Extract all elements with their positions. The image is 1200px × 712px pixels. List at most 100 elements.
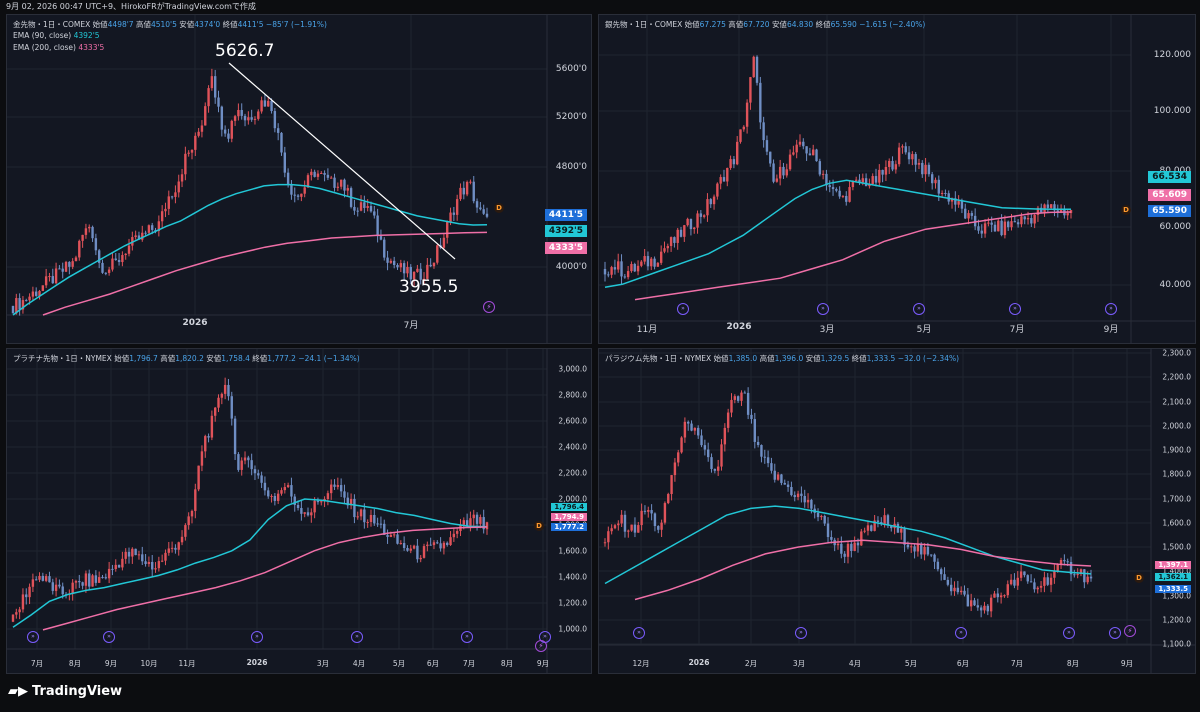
candle-body: [1053, 570, 1056, 578]
earnings-event-icon[interactable]: »: [913, 303, 925, 315]
earnings-event-icon[interactable]: »: [817, 303, 829, 315]
ema90-legend[interactable]: EMA (90, close) 4392'5: [13, 31, 100, 40]
candle-body: [439, 543, 442, 549]
earnings-event-icon[interactable]: »: [955, 627, 967, 639]
candle-body: [432, 542, 436, 546]
time-axis-label: 7月: [1010, 659, 1024, 668]
candle-body: [996, 593, 999, 598]
candle-body: [686, 218, 689, 226]
candle-body: [907, 152, 911, 160]
price-axis-label: 1,700.0: [1162, 494, 1191, 504]
earnings-event-icon[interactable]: »: [27, 631, 39, 643]
platinum-chart-plot[interactable]: [7, 349, 591, 673]
flash-event-icon[interactable]: ⚡: [1124, 625, 1136, 637]
palladium-chart-plot[interactable]: [599, 349, 1195, 673]
earnings-event-icon[interactable]: »: [633, 627, 645, 639]
candle-body: [58, 268, 61, 270]
candle-body: [874, 176, 878, 183]
tradingview-brand[interactable]: ▰▶ TradingView: [8, 684, 123, 699]
candle-body: [815, 149, 818, 162]
ema90-line[interactable]: [12, 183, 488, 316]
candle-body: [260, 100, 263, 112]
candle-body: [630, 524, 633, 531]
candle-body: [803, 495, 806, 503]
candle-body: [673, 237, 676, 243]
candle-body: [167, 196, 170, 209]
silver-chart-panel[interactable]: 銀先物・1日・COMEX 始値67.275 高値67.720 安値64.830 …: [598, 14, 1196, 344]
silver-chart-plot[interactable]: [599, 15, 1195, 343]
earnings-event-icon[interactable]: »: [103, 631, 115, 643]
ema200-line[interactable]: [42, 526, 488, 631]
candle-body: [1029, 581, 1033, 583]
candle-body: [184, 525, 187, 537]
candle-body: [436, 245, 439, 263]
candle-body: [462, 520, 465, 525]
candle-body: [881, 169, 884, 175]
dividend-marker-icon[interactable]: D: [1121, 205, 1131, 215]
gold-chart-panel[interactable]: 金先物・1日・COMEX 始値4498'7 高値4510'5 安値4374'0 …: [6, 14, 592, 344]
last-price-tag: 65.590: [1148, 205, 1191, 217]
ema90-line[interactable]: [12, 498, 488, 628]
candle-body: [81, 582, 84, 586]
candle-body: [28, 296, 31, 301]
flash-event-icon[interactable]: ⚡: [535, 640, 547, 652]
candle-body: [459, 187, 462, 200]
earnings-event-icon[interactable]: »: [1063, 627, 1075, 639]
candle-body: [993, 224, 997, 232]
time-axis-label: 9月: [104, 659, 118, 668]
time-axis-label: 11月: [636, 325, 658, 335]
candle-body: [409, 266, 412, 280]
candle-body: [363, 202, 366, 208]
ema90-line[interactable]: [604, 179, 1072, 289]
candle-body: [442, 237, 446, 248]
candle-body: [263, 482, 267, 491]
ema200-line[interactable]: [634, 539, 1092, 601]
earnings-event-icon[interactable]: »: [1109, 627, 1121, 639]
ema200-line[interactable]: [42, 231, 488, 316]
candle-body: [313, 171, 316, 177]
candle-body: [780, 474, 783, 483]
palladium-chart-panel[interactable]: パラジウム先物・1日・NYMEX 始値1,385.0 高値1,396.0 安値1…: [598, 348, 1196, 674]
candle-body: [462, 187, 465, 195]
earnings-event-icon[interactable]: »: [461, 631, 473, 643]
candle-body: [820, 515, 823, 518]
trend-line[interactable]: [228, 62, 456, 260]
dividend-marker-icon[interactable]: D: [534, 521, 544, 531]
candle-body: [336, 186, 340, 188]
ema90-line[interactable]: [604, 505, 1092, 585]
earnings-event-icon[interactable]: »: [351, 631, 363, 643]
earnings-event-icon[interactable]: »: [677, 303, 689, 315]
candle-body: [617, 261, 620, 270]
dividend-marker-icon[interactable]: D: [494, 203, 504, 213]
candle-body: [257, 473, 260, 476]
earnings-event-icon[interactable]: »: [1105, 303, 1117, 315]
ema200-legend[interactable]: EMA (200, close) 4333'5: [13, 43, 105, 52]
candle-body: [61, 268, 64, 272]
ema200-line[interactable]: [634, 211, 1072, 301]
candle-body: [333, 177, 336, 188]
candle-body: [826, 523, 830, 538]
gold-chart-plot[interactable]: [7, 15, 591, 343]
candle-body: [667, 494, 670, 504]
flash-event-icon[interactable]: ⚡: [483, 301, 495, 313]
candle-body: [432, 262, 436, 267]
platinum-chart-panel[interactable]: プラチナ先物・1日・NYMEX 始値1,796.7 高値1,820.2 安値1,…: [6, 348, 592, 674]
candle-body: [730, 399, 733, 413]
candle-body: [141, 232, 144, 240]
candle-body: [412, 271, 416, 280]
candle-body: [11, 614, 15, 622]
earnings-event-icon[interactable]: »: [1009, 303, 1021, 315]
candle-body: [326, 493, 330, 499]
candle-body: [426, 264, 429, 279]
candle-body: [934, 179, 937, 184]
candle-body: [399, 543, 403, 545]
dividend-marker-icon[interactable]: D: [1134, 573, 1144, 583]
ema200-price-tag: 4333'5: [544, 242, 587, 254]
candle-body: [21, 594, 25, 610]
candle-body: [900, 528, 903, 533]
candle-body: [114, 258, 117, 260]
candle-body: [888, 160, 891, 167]
earnings-event-icon[interactable]: »: [795, 627, 807, 639]
earnings-event-icon[interactable]: »: [251, 631, 263, 643]
candle-body: [184, 153, 187, 175]
